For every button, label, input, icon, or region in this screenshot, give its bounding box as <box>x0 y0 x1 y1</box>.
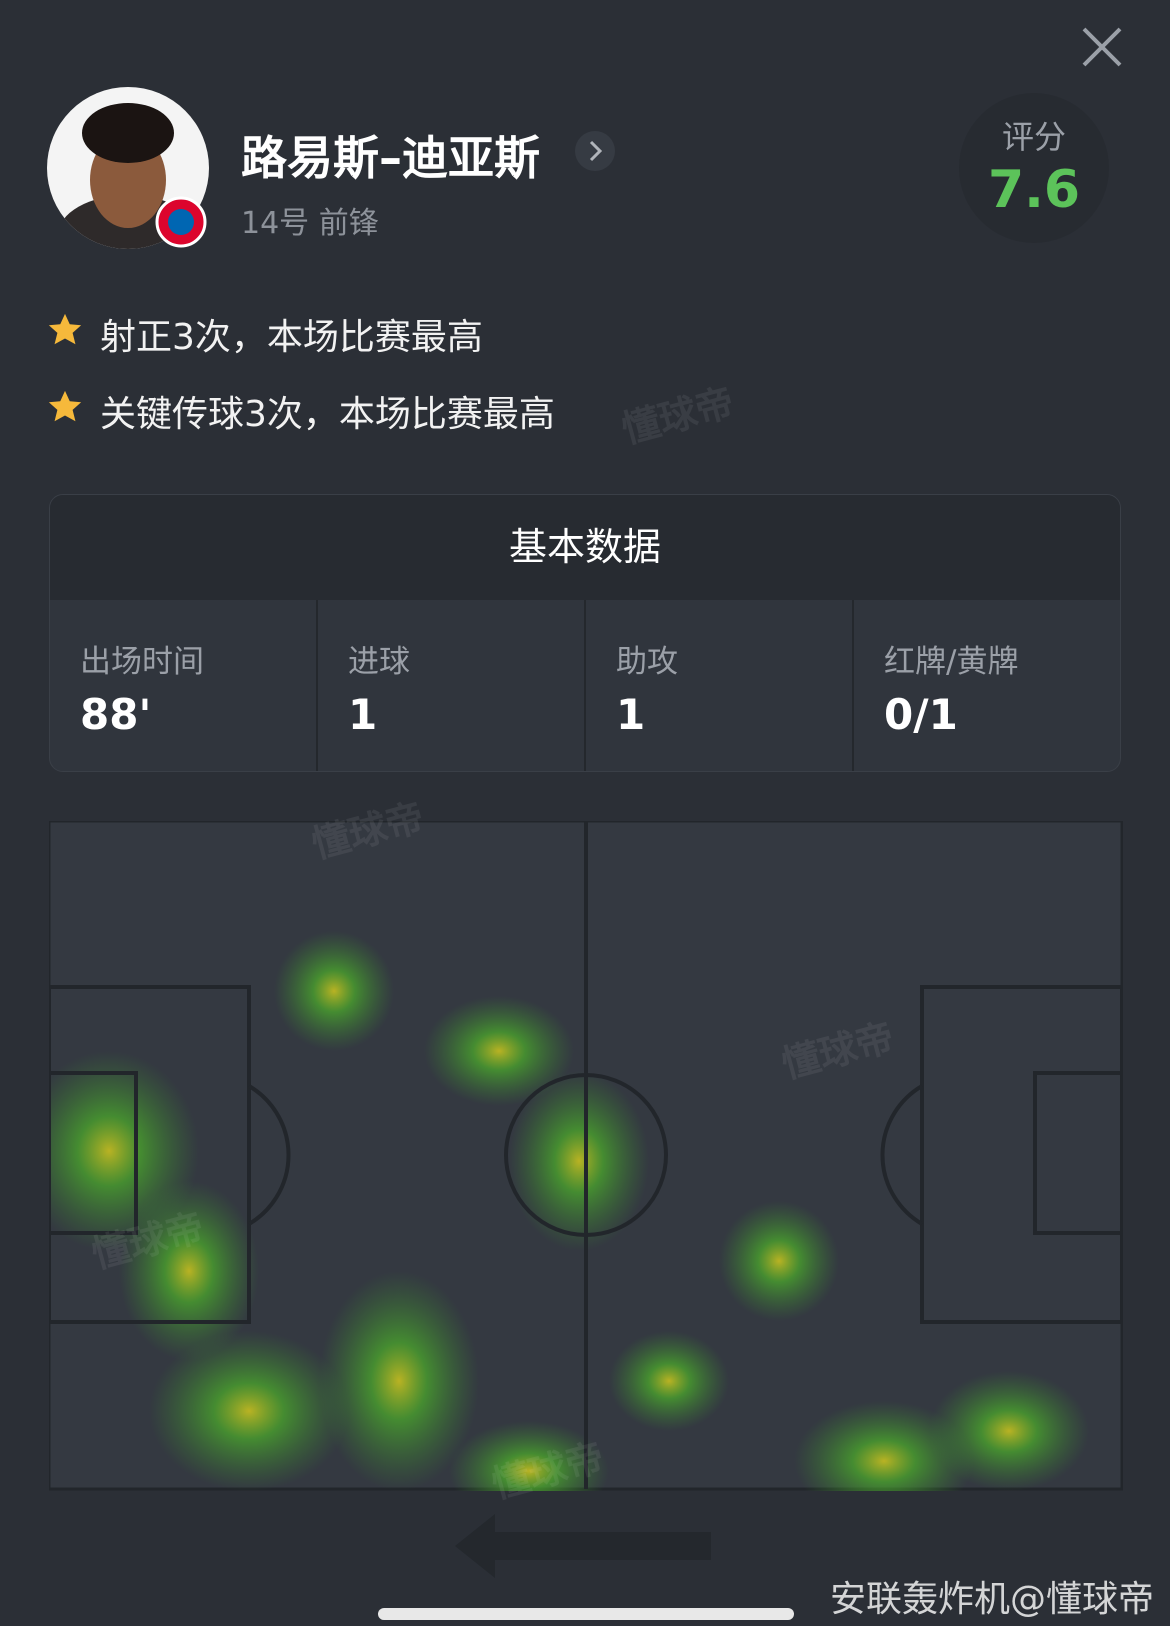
avatar <box>47 87 209 249</box>
star-icon <box>48 313 82 345</box>
highlight: 射正3次，本场比赛最高 <box>100 317 483 358</box>
close-button[interactable] <box>1080 25 1124 69</box>
home-indicator <box>378 1608 794 1620</box>
stats-title: 基本数据 <box>50 495 1120 600</box>
profile-link[interactable] <box>574 130 616 172</box>
stat-label: 进球 <box>348 644 410 680</box>
star-icon <box>48 390 82 422</box>
stat-cell: 红牌/黄牌 0/1 <box>854 600 1120 771</box>
stats-card: 基本数据 出场时间 88' 进球 1 助攻 1 红牌/黄牌 0/1 <box>49 494 1121 772</box>
stat-value: 1 <box>348 690 378 739</box>
stat-cell: 助攻 1 <box>586 600 854 771</box>
heatmap-pitch <box>49 821 1123 1491</box>
player-name[interactable]: 路易斯–迪亚斯 <box>241 131 540 185</box>
stat-cell: 出场时间 88' <box>50 600 318 771</box>
highlight: 关键传球3次，本场比赛最高 <box>100 394 555 435</box>
stat-value: 88' <box>80 690 152 739</box>
heat-blobs <box>49 931 1089 1491</box>
player-info: 14号 前锋 <box>241 206 379 241</box>
rating-badge <box>959 93 1109 243</box>
stat-cell: 进球 1 <box>318 600 586 771</box>
stat-value: 1 <box>616 690 646 739</box>
direction-arrow <box>455 1514 711 1578</box>
logo-watermark: 懂球帝 <box>617 379 739 452</box>
stat-label: 红牌/黄牌 <box>884 644 1019 680</box>
rating-value: 7.6 <box>987 160 1081 220</box>
rating-label: 评分 <box>1001 118 1066 156</box>
stat-label: 助攻 <box>616 644 678 680</box>
watermark: 安联轰炸机@懂球帝 <box>829 1579 1154 1620</box>
stat-label: 出场时间 <box>80 644 204 680</box>
stat-value: 0/1 <box>884 690 958 739</box>
